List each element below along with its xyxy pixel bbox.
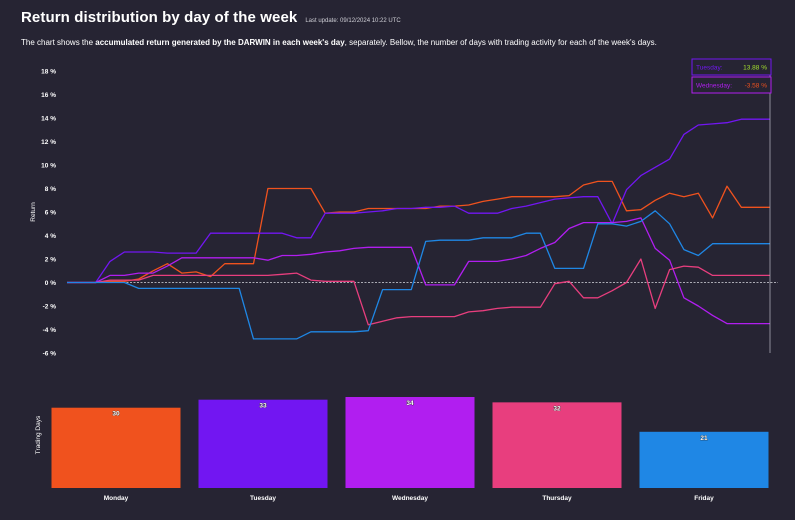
bar-friday[interactable] <box>639 431 769 488</box>
y-tick-label: -6 % <box>43 351 57 358</box>
series-line-thursday[interactable] <box>67 258 770 326</box>
page-title: Return distribution by day of the week <box>21 9 298 26</box>
description-text-start: The chart shows the <box>21 38 96 47</box>
bar-tuesday[interactable] <box>198 399 328 488</box>
tooltip-value: 13.88 % <box>743 65 767 72</box>
bar-category-label: Friday <box>694 495 714 502</box>
y-tick-label: 6 % <box>45 210 56 217</box>
y-tick-label: 16 % <box>41 92 56 99</box>
y-tick-label: -2 % <box>43 304 57 311</box>
y-tick-label: 2 % <box>45 257 56 264</box>
series-line-wednesday[interactable] <box>67 217 770 325</box>
description-text-bold: accumulated return generated by the DARW… <box>95 38 345 47</box>
trading-days-bar-chart: Trading Days 30 Monday 33 Tuesday 34 Wednesday… <box>35 397 769 502</box>
y-tick-label: 10 % <box>41 163 56 170</box>
bar-category-label: Thursday <box>542 495 572 502</box>
bar-category-label: Tuesday <box>250 495 276 502</box>
y-axis-label: Return <box>30 202 37 222</box>
tooltip-label: Wednesday: <box>696 83 732 90</box>
tooltip-label: Tuesday: <box>696 65 723 72</box>
y-tick-label: 0 % <box>45 280 56 287</box>
bar-category-label: Monday <box>104 495 129 502</box>
tooltip-box <box>691 58 772 76</box>
series-line-friday[interactable] <box>67 210 770 340</box>
chart-description: The chart shows the accumulated return g… <box>21 38 657 47</box>
description-text-end: , separately. Bellow, the number of days… <box>344 38 657 47</box>
bar-wednesday[interactable] <box>345 397 475 488</box>
tooltip-box <box>691 76 772 94</box>
last-update-timestamp: Last update: 09/12/2024 10:22 UTC <box>305 18 401 24</box>
y-tick-label: 14 % <box>41 116 56 123</box>
bar-y-axis-label: Trading Days <box>35 415 42 454</box>
bar-value-label: 32 <box>553 405 561 412</box>
bar-category-label: Wednesday <box>392 495 428 502</box>
return-line-chart[interactable]: 18 % 16 % 14 % 12 % 10 % 8 % 6 % 4 % 2 % 0 % -2 % -… <box>0 0 795 370</box>
bar-thursday[interactable] <box>492 402 622 488</box>
y-tick-label: 8 % <box>45 186 56 193</box>
tooltip-wednesday: Wednesday: -3.58 % <box>691 76 772 94</box>
bar-value-label: 21 <box>700 435 708 442</box>
bar-monday[interactable] <box>51 407 181 488</box>
tooltip-tuesday: Tuesday: 13.88 % <box>691 58 772 76</box>
y-tick-label: 18 % <box>41 69 56 76</box>
y-tick-label: 4 % <box>45 233 56 240</box>
series-line-tuesday[interactable] <box>67 118 770 284</box>
header: Return distribution by day of the week L… <box>21 9 401 26</box>
tooltip-value: -3.58 % <box>745 83 768 90</box>
y-tick-label: -4 % <box>43 327 57 334</box>
bar-value-label: 34 <box>406 400 414 407</box>
bar-value-label: 30 <box>112 411 120 418</box>
bar-value-label: 33 <box>259 403 267 410</box>
y-tick-label: 12 % <box>41 139 56 146</box>
